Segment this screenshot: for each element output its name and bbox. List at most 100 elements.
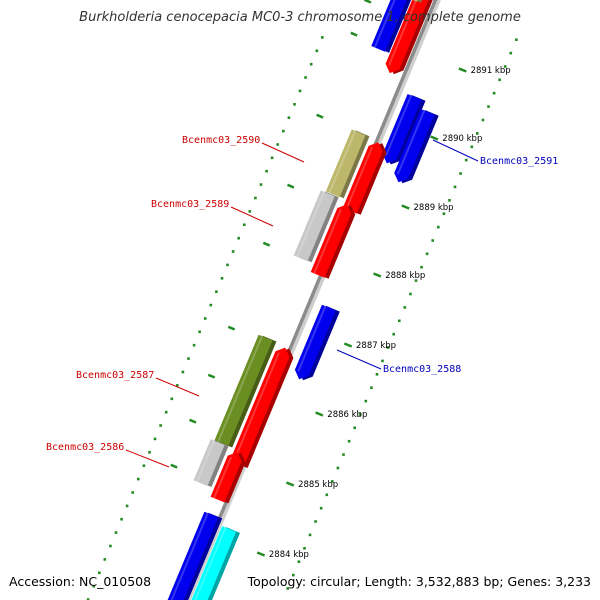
scale-minor-dash [364,0,372,4]
dot-left [86,598,90,600]
gene-red-2589-highlight [313,209,342,274]
dot-right [314,520,317,523]
gene-label-leader [155,377,200,397]
dot-left [276,143,279,146]
dot-right [431,239,434,242]
scale-minor-dash [207,373,216,379]
scale-tick-mark [343,342,353,348]
dot-left [254,196,257,200]
dot-right [286,587,289,590]
gene-khaki-top [412,0,423,3]
gene-blue-top-left-face [371,0,407,52]
dot-right [370,386,373,389]
dot-left [309,62,313,66]
dot-right [509,51,513,55]
dot-right [325,493,329,497]
dot-right [464,158,468,162]
gene-red-2586 [210,452,246,504]
dot-left [321,36,324,39]
dot-left [164,410,168,414]
gene-blue-top-left [371,0,412,53]
dot-left [131,491,134,494]
dot-left [170,397,174,401]
gene-red-top-highlight [388,0,418,66]
gene-label-bcenmc03-2586: Bcenmc03_2586 [46,442,124,453]
dot-left [159,424,162,427]
dot-left [181,370,185,374]
gene-grey-2586-highlight [196,440,216,482]
dot-right [292,573,295,577]
dot-right [481,118,485,122]
gene-label-leader [230,206,274,227]
scale-minor-dash [287,183,295,189]
scale-ticks: 2891 kbp 2890 kbp 2889 kbp 2888 kbp 2887 kbp… [170,0,511,560]
dot-left [293,103,296,106]
gene-cyan-bottom [191,526,240,600]
dot-left [282,129,285,133]
dot-right [358,413,362,416]
gene-khaki-top-face [412,0,418,2]
gene-khaki-2590-face [325,129,366,198]
gene-features [167,0,439,600]
dot-right [420,265,423,269]
dot-right [303,547,306,550]
scale-tick-label: 2886 kbp [327,410,367,420]
genome-summary-text: Topology: circular; Length: 3,532,883 bp… [247,574,591,589]
scale-minor-dash [170,463,178,469]
gene-blue-2588-face [294,304,336,380]
scale-tick-label: 2885 kbp [298,480,338,490]
gene-label-bcenmc03-2589: Bcenmc03_2589 [151,199,229,210]
gene-blue-2588-highlight [297,305,327,372]
dot-left [315,49,319,53]
dot-left [259,183,263,186]
gene-red-top [385,0,433,75]
scale-tick-mark [315,411,324,417]
dot-right [364,399,368,403]
gene-olive-2587-highlight [216,335,263,443]
dot-right [515,38,518,41]
gene-grey-2586-face [193,439,225,486]
scale-tick-label: 2888 kbp [385,271,425,281]
gene-blue-bottom-highlight [170,512,209,600]
dot-left [248,210,252,213]
scale-tick-mark [430,135,439,141]
gene-khaki-2590 [325,129,370,199]
gene-label-bcenmc03-2591: Bcenmc03_2591 [480,156,558,167]
gene-red-2590 [342,142,387,215]
dot-left [103,558,107,561]
dot-right [392,332,395,336]
map-title: Burkholderia cenocepacia MC0-3 chromosom… [79,10,521,25]
gene-blue-2591a-face [382,94,422,164]
dot-left [187,357,190,360]
gene-label-bcenmc03-2590: Bcenmc03_2590 [182,135,260,146]
dot-left [231,250,235,253]
dot-right [503,65,507,68]
scale-tick-label: 2884 kbp [269,550,309,560]
gene-grey-2589-face [293,190,335,262]
dot-left [142,464,146,467]
dot-left [192,343,196,347]
gene-blue-2591b-face [394,109,435,183]
gene-grey-2586 [193,439,229,487]
accession-text: Accession: NC_010508 [9,574,152,589]
scale-tick-label: 2891 kbp [471,66,511,76]
gene-label-leader [261,142,305,163]
dot-left [198,330,201,334]
scale-minor-dash [316,113,324,119]
dot-left [92,584,95,588]
gene-label-bcenmc03-2588: Bcenmc03_2588 [383,364,461,375]
gene-cyan-bottom-highlight [194,527,227,600]
dot-right [347,439,351,443]
dot-left [226,263,229,267]
dot-right [498,78,501,82]
dot-right [437,225,440,229]
gene-label-leader [125,449,170,468]
scale-tick-mark [458,67,467,73]
dot-left [153,437,157,441]
scale-tick-label: 2887 kbp [356,341,396,351]
dot-left [137,477,140,481]
dot-left [209,303,213,307]
dot-left [148,451,151,454]
backbone-line [183,0,438,600]
dot-right [459,172,462,175]
